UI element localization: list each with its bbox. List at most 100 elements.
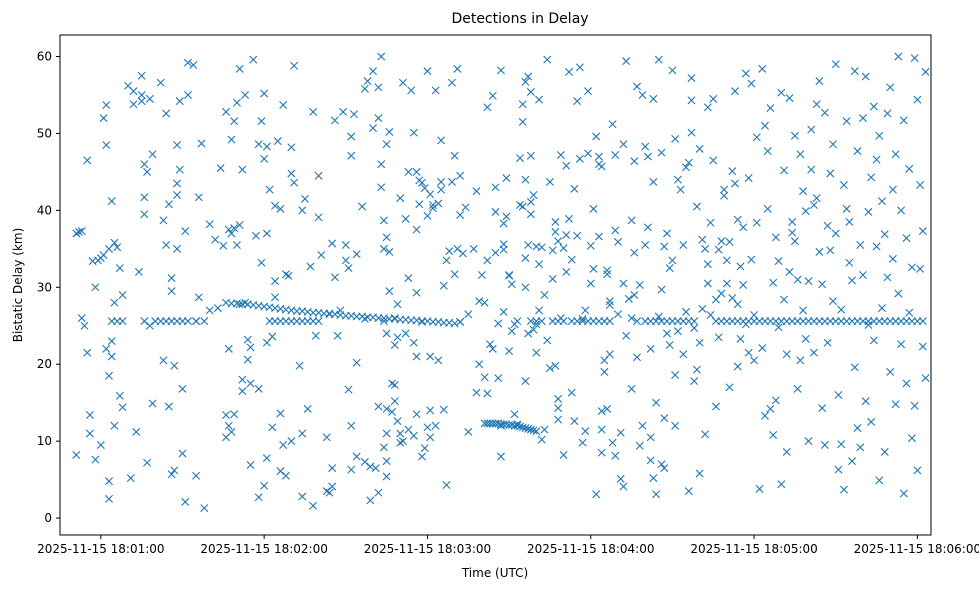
detection-marker <box>480 298 489 307</box>
detection-marker <box>872 155 881 164</box>
detection-marker <box>99 114 108 123</box>
detection-marker <box>423 211 432 220</box>
detection-marker <box>91 455 100 464</box>
detection-marker <box>551 361 560 370</box>
detection-marker <box>671 134 680 143</box>
detection-marker <box>137 91 146 99</box>
detection-marker <box>578 314 587 323</box>
detection-marker <box>733 215 742 224</box>
detection-marker <box>878 197 886 206</box>
detection-marker <box>820 441 829 449</box>
detection-marker <box>366 496 375 505</box>
detection-marker <box>178 384 187 393</box>
detection-marker <box>486 340 495 349</box>
chart-title: Detections in Delay <box>451 11 588 27</box>
detection-marker <box>760 411 769 420</box>
detection-marker <box>747 255 756 264</box>
detection-marker <box>393 333 402 342</box>
detection-marker <box>407 86 416 95</box>
detection-marker <box>232 241 241 249</box>
detection-marker <box>736 334 745 343</box>
detection-marker <box>426 352 435 361</box>
detection-marker <box>769 278 778 287</box>
detection-marker <box>222 411 231 419</box>
detection-marker <box>575 154 584 163</box>
detection-marker <box>526 151 535 160</box>
detection-marker <box>276 204 285 213</box>
detection-marker <box>913 466 922 475</box>
detection-marker <box>333 331 342 340</box>
detection-marker <box>330 273 339 282</box>
detection-marker <box>115 391 124 400</box>
detection-marker <box>752 133 761 142</box>
detection-marker <box>423 67 432 76</box>
detection-marker <box>105 371 113 380</box>
detection-marker <box>660 464 669 473</box>
detection-marker <box>521 77 530 86</box>
detection-marker <box>276 467 285 476</box>
detection-marker <box>344 264 353 273</box>
detection-marker <box>516 422 524 431</box>
detection-marker <box>785 94 794 103</box>
detection-marker <box>382 140 391 149</box>
detection-marker <box>532 348 541 357</box>
detection-marker <box>428 204 437 213</box>
detection-marker <box>298 206 307 215</box>
detection-marker <box>502 212 511 221</box>
detection-marker <box>622 57 631 66</box>
detection-marker <box>864 207 873 216</box>
detection-marker <box>692 365 701 374</box>
detection-marker <box>219 241 228 250</box>
detection-marker <box>842 117 851 126</box>
detection-marker <box>341 241 350 249</box>
detection-marker <box>265 185 274 194</box>
detection-marker <box>774 257 783 266</box>
detection-marker <box>230 224 239 233</box>
detection-marker <box>262 454 271 463</box>
detection-marker <box>556 151 565 159</box>
detection-marker <box>254 140 263 149</box>
detection-marker <box>396 438 405 447</box>
x-tick-label: 2025-11-15 18:04:00 <box>527 542 654 556</box>
detection-marker <box>494 319 503 328</box>
detection-marker <box>134 267 143 276</box>
detection-marker <box>673 327 682 336</box>
detection-marker <box>548 246 557 255</box>
detection-marker <box>643 152 652 161</box>
detection-marker <box>818 404 827 413</box>
detection-marker <box>137 71 146 80</box>
detection-marker <box>173 191 182 199</box>
detection-marker <box>227 229 236 238</box>
detection-marker <box>227 135 236 144</box>
detection-marker <box>834 465 843 474</box>
detection-marker <box>129 87 138 96</box>
detection-marker <box>393 300 402 309</box>
detection-marker <box>314 213 323 222</box>
detection-marker <box>891 400 900 409</box>
detection-marker <box>532 320 541 329</box>
detection-marker <box>883 109 892 118</box>
detection-marker <box>456 171 465 180</box>
detection-marker <box>290 61 299 70</box>
detection-marker <box>385 127 394 136</box>
detection-marker <box>249 55 258 64</box>
detection-marker <box>662 229 671 238</box>
detection-marker <box>434 199 443 208</box>
detection-marker <box>529 191 538 199</box>
detection-marker <box>676 185 685 194</box>
detection-marker <box>660 414 669 423</box>
detection-marker <box>75 227 84 236</box>
detection-marker <box>883 273 892 282</box>
y-tick-label: 10 <box>37 434 52 448</box>
detection-marker <box>385 287 394 296</box>
detection-marker <box>720 185 729 194</box>
detection-marker <box>790 237 799 246</box>
detection-marker <box>295 361 304 370</box>
detection-marker <box>554 404 563 413</box>
detection-marker <box>537 317 546 326</box>
detection-marker <box>597 425 606 434</box>
detection-marker <box>850 67 859 76</box>
detection-marker <box>524 424 533 433</box>
detection-marker <box>254 384 263 393</box>
detection-marker <box>758 64 767 73</box>
